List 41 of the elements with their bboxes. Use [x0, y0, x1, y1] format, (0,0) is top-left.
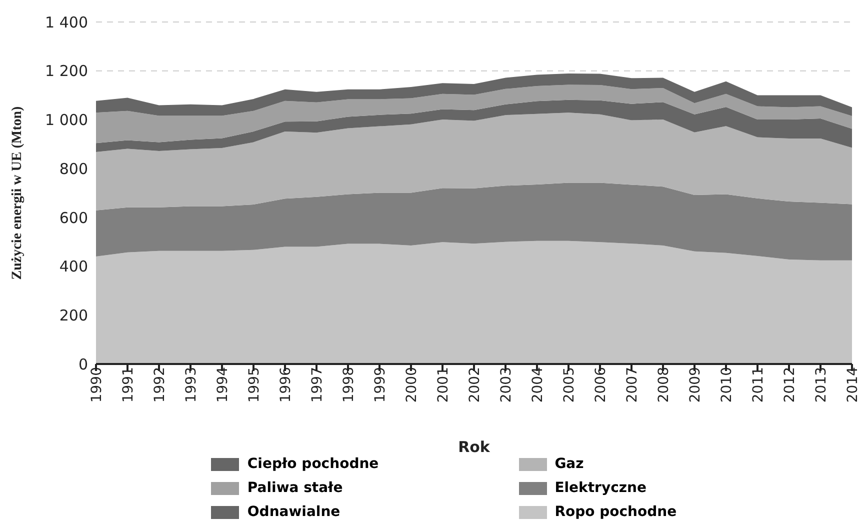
legend-label: Gaz: [554, 456, 584, 472]
x-tick-label: 2013: [813, 367, 830, 403]
y-tick-label: 0: [78, 355, 88, 374]
y-tick-label: 400: [59, 258, 88, 276]
legend-label: Elektryczne: [554, 480, 646, 496]
x-tick-label: 1999: [372, 367, 388, 403]
x-tick-label: 2006: [592, 366, 609, 403]
x-tick-label: 2005: [561, 367, 578, 403]
x-tick-label: 2011: [750, 367, 766, 403]
x-tick-label: 2008: [656, 367, 672, 403]
y-tick-label: 800: [59, 160, 88, 178]
y-tick-label: 200: [59, 306, 88, 324]
x-tick-label: 1994: [214, 366, 231, 403]
x-tick-label: 1998: [340, 367, 357, 403]
y-axis-title: Zużycie energii w UE (Mton): [10, 106, 25, 280]
x-tick-label: 2002: [466, 367, 483, 403]
x-tick-label: 1997: [309, 367, 326, 403]
y-tick-label: 1 400: [45, 13, 88, 32]
x-tick-label: 1991: [120, 367, 136, 403]
x-tick-label: 2003: [498, 367, 514, 403]
x-tick-label: 2012: [782, 367, 798, 403]
x-tick-label: 1992: [152, 367, 168, 403]
x-tick-label: 2014: [844, 366, 860, 403]
x-tick-label: 1993: [183, 367, 200, 403]
x-axis-title: Rok: [458, 438, 491, 456]
legend-label: Paliwa stałe: [247, 480, 343, 496]
x-tick-label: 1995: [246, 367, 262, 403]
x-tick-label: 2009: [687, 367, 704, 403]
x-tick-label: 1990: [88, 367, 105, 403]
legend-label: Ropo pochodne: [554, 504, 677, 520]
legend-label: Ciepło pochodne: [247, 456, 379, 472]
x-tick-label: 2001: [435, 367, 452, 403]
y-tick-label: 1 200: [45, 62, 88, 80]
y-tick-label: 600: [59, 208, 88, 227]
x-tick-label: 2004: [530, 366, 546, 403]
x-tick-label: 2007: [624, 367, 640, 403]
x-tick-label: 2000: [404, 367, 420, 403]
x-tick-label: 1996: [278, 366, 294, 403]
x-tick-label: 2010: [718, 367, 735, 403]
y-tick-label: 1 000: [45, 111, 88, 130]
legend-label: Odnawialne: [247, 504, 340, 520]
